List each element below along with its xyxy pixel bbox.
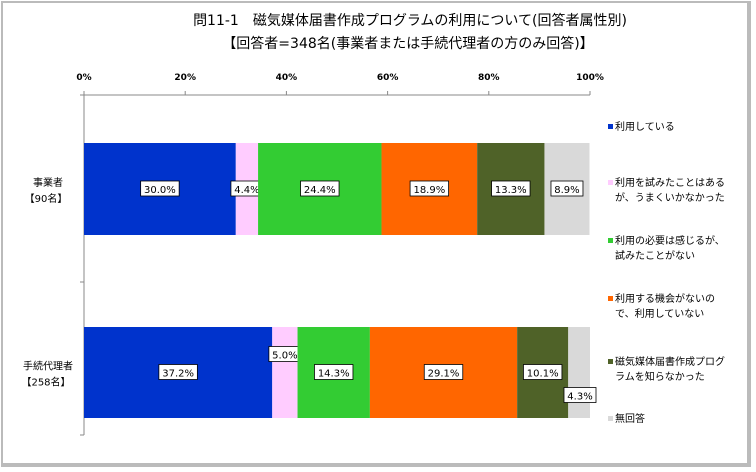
- legend-swatch: [608, 359, 613, 364]
- chart-frame: [1, 1, 751, 467]
- x-tick-label: 60%: [377, 73, 399, 83]
- data-label-box: [550, 180, 584, 197]
- legend-swatch: [608, 124, 613, 129]
- bar-segment: [568, 327, 590, 418]
- data-label-box: [158, 364, 198, 380]
- legend-label: で、利用していない: [615, 308, 704, 320]
- x-tick-label: 0%: [76, 73, 91, 83]
- data-label: 30.0%: [144, 185, 176, 196]
- legend-swatch: [608, 180, 613, 185]
- data-label: 14.3%: [318, 369, 350, 380]
- x-tick-label: 100%: [576, 73, 604, 83]
- data-label: 4.4%: [234, 185, 259, 196]
- legend-label: が、うまくいかなかった: [615, 191, 725, 204]
- data-label-box: [563, 387, 597, 403]
- data-label-box: [409, 180, 449, 197]
- legend-swatch: [608, 416, 613, 421]
- legend-swatch: [608, 238, 613, 243]
- chart-title: 問11-1 磁気媒体届書作成プログラムの利用について(回答者属性別): [193, 12, 627, 29]
- legend-label: 磁気媒体届書作成プログ: [615, 355, 725, 368]
- x-tick-label: 80%: [478, 73, 500, 83]
- data-label: 4.3%: [567, 392, 592, 403]
- data-label: 29.1%: [428, 369, 460, 380]
- data-label: 13.3%: [495, 185, 527, 196]
- category-label: 事業者: [33, 176, 63, 189]
- data-label: 5.0%: [272, 351, 297, 362]
- bar-segment: [272, 327, 298, 418]
- legend-label: ラムを知らなかった: [615, 370, 705, 383]
- legend-label: 利用している: [615, 121, 675, 133]
- category-count: 【90名】: [25, 192, 68, 205]
- legend-label: 利用の必要は感じるが、: [615, 234, 725, 247]
- data-label: 37.2%: [162, 369, 194, 380]
- data-label: 24.4%: [304, 185, 336, 196]
- x-tick-label: 20%: [174, 73, 196, 83]
- data-label-box: [140, 180, 180, 197]
- data-label: 18.9%: [413, 185, 445, 196]
- data-label-box: [523, 364, 563, 380]
- category-label: 手続代理者: [23, 360, 73, 373]
- legend-label: 試みたことがない: [615, 249, 695, 262]
- x-tick-label: 40%: [276, 73, 298, 83]
- category-count: 【258名】: [21, 376, 70, 389]
- data-label: 10.1%: [527, 369, 559, 380]
- legend-label: 無回答: [615, 412, 645, 425]
- legend-swatch: [608, 296, 613, 301]
- data-label-box: [491, 180, 531, 197]
- legend-label: 利用する機会がないの: [615, 292, 715, 305]
- data-label-box: [300, 180, 340, 197]
- chart-subtitle: 【回答者=348名(事業者または手続代理者の方のみ回答)】: [222, 35, 593, 52]
- legend-label: 利用を試みたことはある: [615, 176, 725, 189]
- data-label-box: [314, 364, 354, 380]
- data-label: 8.9%: [554, 185, 579, 196]
- data-label-box: [423, 364, 464, 380]
